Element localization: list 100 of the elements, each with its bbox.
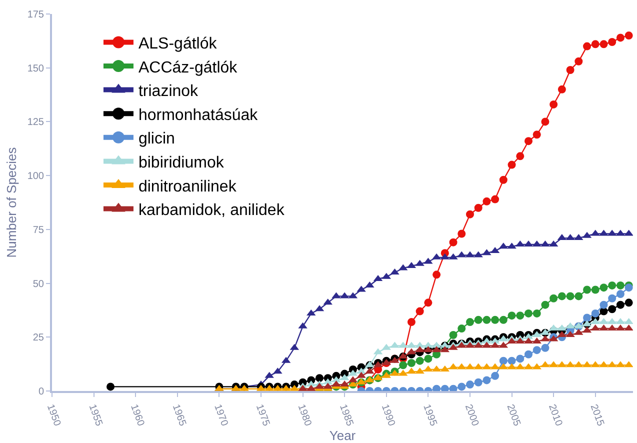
point [499,356,508,365]
x-tick-label: 1970 [212,402,230,428]
legend-label: ALS-gátlók [138,35,218,52]
point [508,160,516,169]
y-tick-label: 175 [27,10,44,20]
point [424,298,432,307]
point [541,300,550,309]
legend-label: triazinok [138,83,200,100]
x-tick-label: 1950 [44,402,63,428]
point [608,281,616,290]
y-tick-label: 0 [38,386,44,398]
x-tick-label: 1960 [128,402,146,428]
point [624,230,633,236]
point [106,382,115,391]
point [508,356,516,365]
point [583,314,592,322]
point [524,137,532,146]
point [491,316,500,324]
y-tick-label: 100 [27,171,44,182]
legend-label: karbamidok, anilidek [138,202,286,220]
y-axis-title: Number of Species [4,146,19,258]
point [491,195,500,204]
point [458,324,466,333]
x-tick-label: 1990 [378,402,397,428]
point [491,372,500,380]
point [608,305,616,314]
point [449,238,458,246]
point [624,318,633,324]
point [624,32,633,40]
point [532,130,541,139]
point [466,318,474,326]
point [416,356,424,365]
x-tick-label: 1985 [337,402,356,428]
point [624,361,633,368]
point [600,300,608,309]
point [499,176,508,184]
point [608,38,616,46]
point [449,384,458,391]
x-tick-label: 2015 [588,402,606,428]
point [524,350,532,358]
point [458,382,466,391]
point [474,316,482,324]
point [316,374,324,382]
x-tick-label: 1980 [295,402,314,428]
y-tick-label: 125 [27,117,44,128]
point [440,384,449,391]
point [432,270,441,279]
x-tick-label: 1955 [86,402,104,428]
point [499,316,508,324]
point [466,210,474,218]
x-axis-title: Year [329,428,356,443]
x-tick-label: 1995 [420,402,439,428]
point [516,354,524,363]
x-tick-label: 2000 [462,402,481,428]
point [591,309,600,318]
point [566,292,574,300]
point [432,384,441,391]
point [550,100,558,108]
point [616,300,624,309]
point [558,85,566,94]
point [416,307,424,316]
point [541,344,550,352]
point [449,330,458,339]
x-tick-label: 1965 [170,402,188,428]
point [558,292,566,300]
point [424,354,432,363]
point [541,118,550,126]
point [532,346,541,354]
y-tick-label: 50 [32,278,44,290]
point [616,281,624,290]
x-tick-label: 1975 [253,402,272,428]
point [550,294,558,302]
point [566,66,574,74]
point [474,204,482,212]
point [399,361,408,370]
point [458,230,466,238]
point [474,378,482,386]
point [508,312,516,320]
point [591,286,600,294]
point [574,57,583,66]
point [574,292,583,300]
y-tick-label: 75 [32,224,44,236]
point [616,34,624,42]
point [466,380,474,389]
legend-label: dinitroanilinek [138,178,238,196]
legend-label: ACCáz-gátlók [138,59,238,76]
legend-label: bibiridiumok [138,154,225,172]
point [600,40,608,48]
point [407,358,416,367]
legend-label: hormonhatásúak [138,106,259,124]
point [524,309,532,318]
point [624,298,633,307]
x-tick-label: 2005 [504,402,522,428]
point [583,42,592,50]
point [482,376,491,384]
point [583,286,592,294]
point [516,152,524,160]
point [616,290,624,298]
point [482,197,491,206]
point [624,284,633,292]
